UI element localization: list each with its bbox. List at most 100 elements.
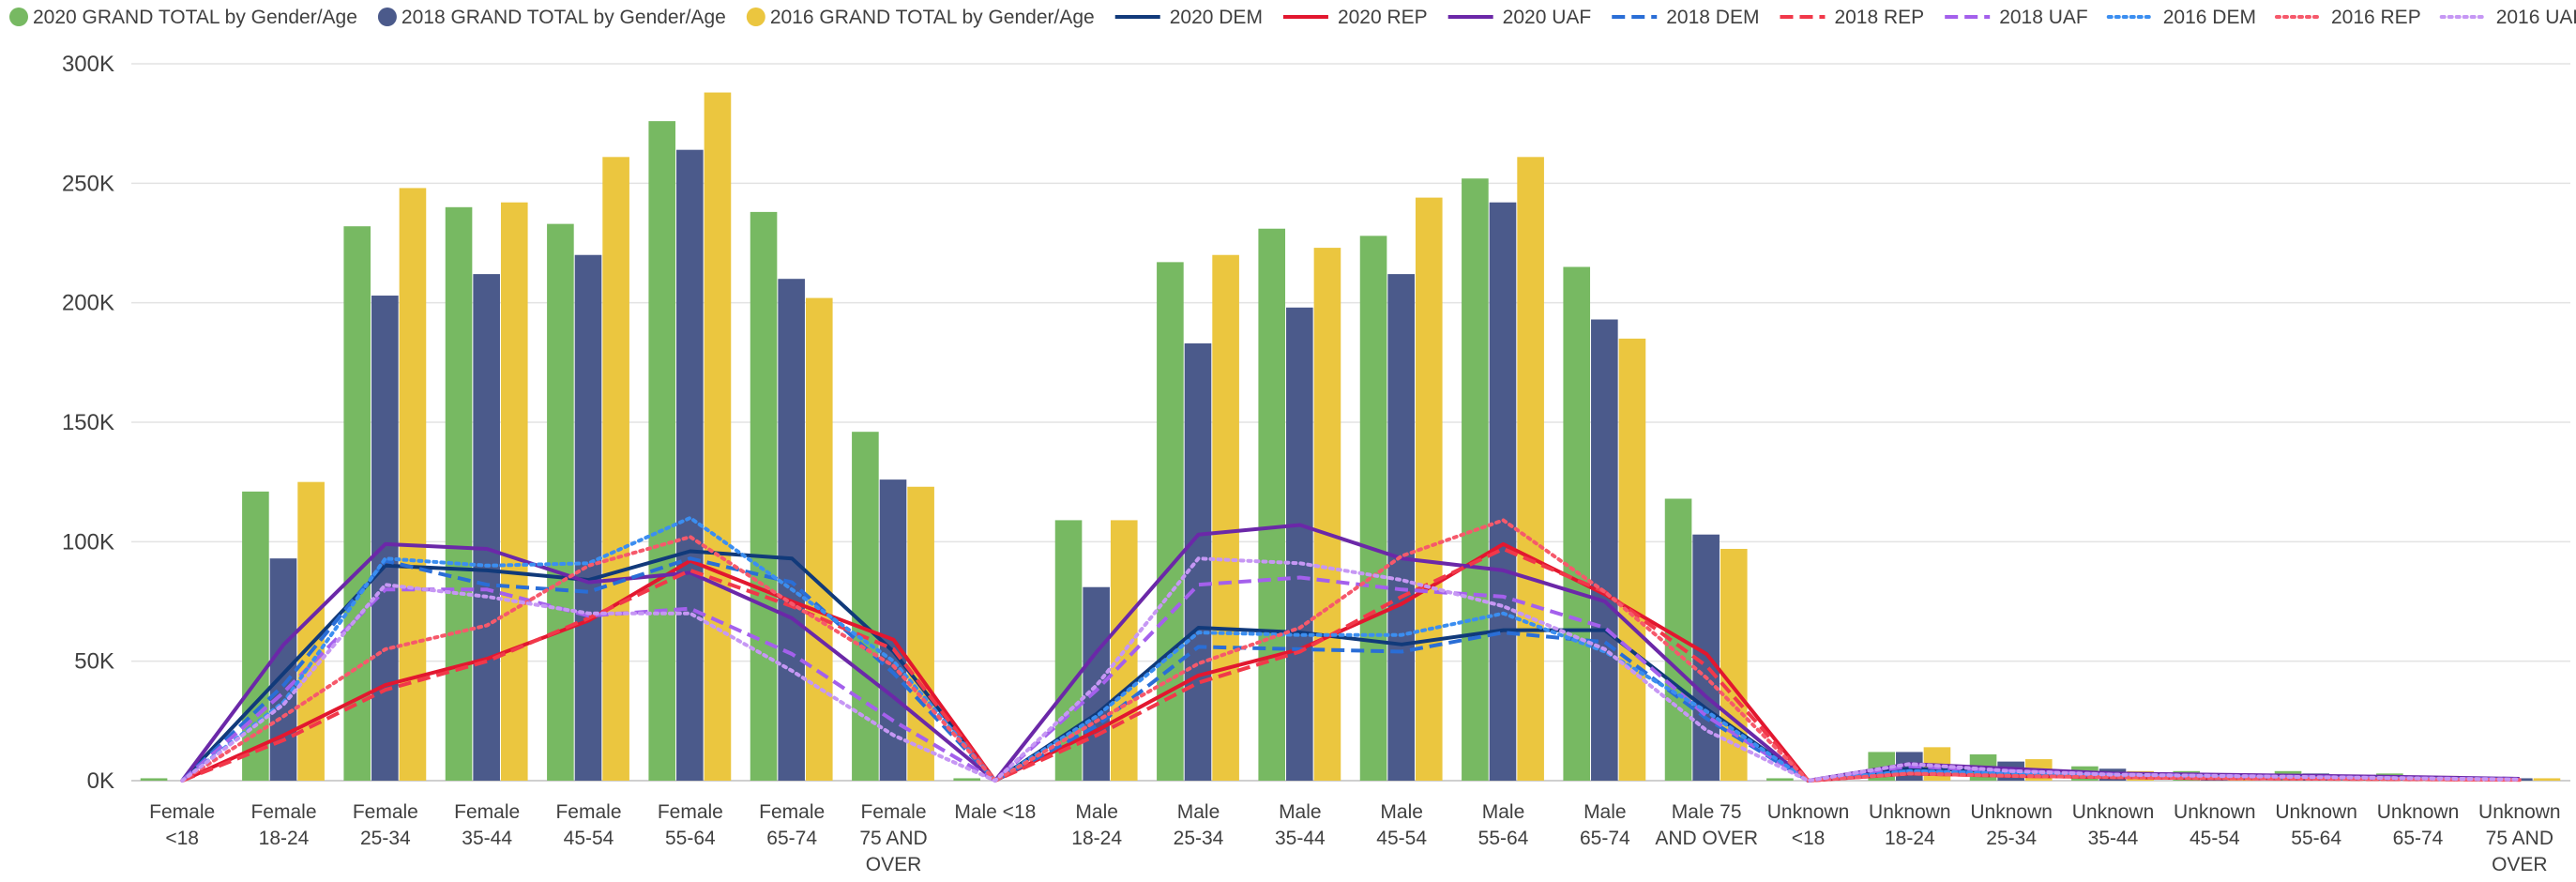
- legend-item-2020-uaf: 2020 UAF: [1447, 7, 1592, 28]
- x-tick-label: Male 45-54: [1376, 801, 1427, 849]
- line-series-2020-rep: [181, 541, 2520, 783]
- x-tick-label: Male 25-34: [1174, 801, 1224, 849]
- x-tick-label: Male 75 AND OVER: [1655, 801, 1758, 849]
- x-tick-label: Male <18: [954, 801, 1036, 823]
- legend-label: 2018 DEM: [1666, 7, 1759, 28]
- legend-marker: [746, 8, 765, 26]
- bar: [371, 296, 399, 781]
- bar: [242, 491, 269, 781]
- line-series-2016-uaf: [180, 556, 2522, 783]
- legend-item-2016-uaf: 2016 UAF: [2439, 7, 2576, 28]
- x-tick-label: Female 25-34: [353, 801, 418, 849]
- bar: [1591, 319, 1618, 781]
- bar: [602, 157, 629, 781]
- x-tick-label: Male 18-24: [1071, 801, 1122, 849]
- x-tick-label: Male 55-64: [1478, 801, 1529, 849]
- x-tick-label: Female 55-64: [658, 801, 723, 849]
- bar: [2533, 778, 2561, 781]
- x-tick-label: Female 75 AND OVER: [859, 801, 927, 875]
- x-tick-label: Unknown 18-24: [1869, 801, 1951, 849]
- line-series-2018-rep: [181, 547, 2520, 783]
- legend-label: 2020 DEM: [1170, 7, 1263, 28]
- legend: 2020 GRAND TOTAL by Gender/Age 2018 GRAND…: [9, 7, 2576, 28]
- bar: [1157, 262, 1184, 782]
- x-tick-label: Unknown 65-74: [2377, 801, 2460, 849]
- x-tick-label: Unknown 35-44: [2072, 801, 2155, 849]
- legend-label: 2020 REP: [1338, 7, 1428, 28]
- bar: [704, 92, 732, 781]
- bar: [1618, 338, 1646, 781]
- bar: [500, 202, 528, 781]
- x-tick-label: Unknown 45-54: [2174, 801, 2256, 849]
- bar: [1313, 248, 1341, 781]
- x-tick-label: Female 65-74: [759, 801, 825, 849]
- bar: [676, 149, 704, 781]
- line-series-2018-uaf: [180, 575, 2520, 783]
- bar: [574, 254, 602, 781]
- legend-label: 2016 UAF: [2496, 7, 2576, 28]
- bar: [1258, 228, 1286, 782]
- bar: [778, 279, 805, 781]
- bar: [750, 211, 778, 782]
- x-tick-label: Female 35-44: [454, 801, 520, 849]
- legend-item-2018-grand-total-by-gender-age: 2018 GRAND TOTAL by Gender/Age: [377, 7, 726, 28]
- y-tick-label: 0K: [87, 768, 114, 794]
- legend-marker: [9, 8, 28, 26]
- x-tick-label: Female 45-54: [555, 801, 621, 849]
- legend-item-2020-grand-total-by-gender-age: 2020 GRAND TOTAL by Gender/Age: [9, 7, 357, 28]
- bar: [1462, 178, 1489, 782]
- bar: [547, 223, 574, 782]
- line-series-2016-dem: [180, 515, 2522, 783]
- bar: [1212, 254, 1239, 781]
- legend-item-2016-dem: 2016 DEM: [2106, 7, 2256, 28]
- x-tick-label: Male 35-44: [1275, 801, 1326, 849]
- x-tick-label: Female 18-24: [250, 801, 316, 849]
- bar: [1517, 157, 1544, 781]
- bar: [1766, 778, 1794, 781]
- y-tick-label: 250K: [62, 171, 114, 196]
- bar: [1489, 202, 1517, 781]
- legend-label: 2018 UAF: [1999, 7, 2088, 28]
- legend-item-2018-dem: 2018 DEM: [1612, 7, 1759, 28]
- legend-label: 2016 GRAND TOTAL by Gender/Age: [770, 7, 1095, 28]
- bar: [1359, 236, 1387, 782]
- legend-label: 2016 REP: [2331, 7, 2421, 28]
- x-tick-label: Unknown 25-34: [1970, 801, 2053, 849]
- bar: [399, 188, 427, 782]
- bar-series-2016-grand-total-by-gender-age: [297, 92, 2561, 782]
- bar: [953, 778, 981, 781]
- legend-label: 2018 GRAND TOTAL by Gender/Age: [402, 7, 726, 28]
- bar: [648, 121, 676, 781]
- x-tick-label: Unknown 55-64: [2275, 801, 2357, 849]
- lines-layer: [180, 515, 2522, 783]
- legend-item-2020-dem: 2020 DEM: [1114, 7, 1263, 28]
- bar: [140, 778, 168, 781]
- bars-layer: [140, 92, 2561, 782]
- bar: [343, 226, 371, 781]
- x-tick-label: Unknown <18: [1767, 801, 1850, 849]
- bar: [297, 481, 325, 781]
- x-tick-label: Male 65-74: [1580, 801, 1630, 849]
- x-tick-label: Unknown 75 AND OVER: [2478, 801, 2561, 875]
- gridlines: [131, 63, 2570, 782]
- line-series-2020-dem: [180, 549, 2520, 783]
- line-series-2016-rep: [180, 518, 2522, 783]
- legend-item-2016-grand-total-by-gender-age: 2016 GRAND TOTAL by Gender/Age: [746, 7, 1095, 28]
- bar: [1563, 266, 1591, 781]
- y-tick-label: 150K: [62, 410, 114, 435]
- legend-marker: [377, 8, 397, 26]
- legend-label: 2020 UAF: [1503, 7, 1592, 28]
- y-tick-label: 200K: [62, 291, 114, 316]
- bar: [1415, 197, 1443, 781]
- legend-item-2018-rep: 2018 REP: [1780, 7, 1924, 28]
- bar-series-2018-grand-total-by-gender-age: [269, 149, 2533, 781]
- y-tick-label: 50K: [74, 649, 114, 675]
- x-tick-label: Female <18: [149, 801, 215, 849]
- legend-item-2016-rep: 2016 REP: [2274, 7, 2421, 28]
- bar: [805, 297, 833, 781]
- bar: [269, 558, 297, 781]
- y-axis: 0K 50K 100K 150K 200K 250K 300K: [62, 52, 114, 794]
- legend-label: 2020 GRAND TOTAL by Gender/Age: [33, 7, 357, 28]
